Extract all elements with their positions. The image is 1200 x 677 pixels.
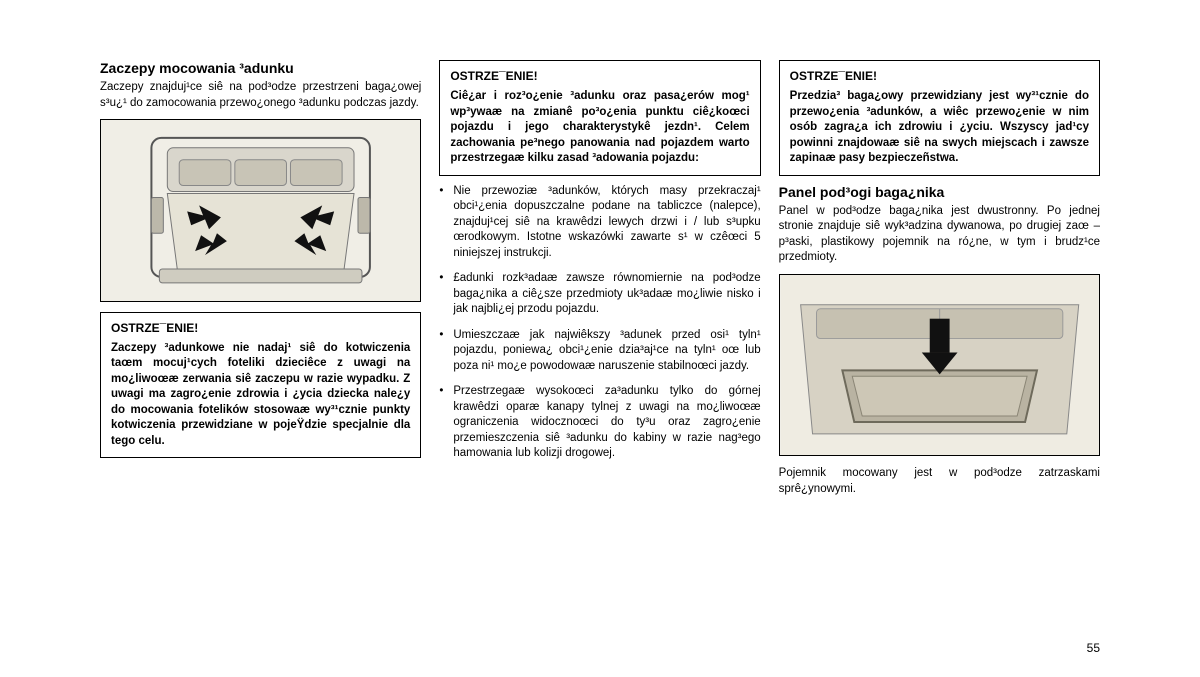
heading-zaczepy: Zaczepy mocowania ³adunku [100,60,421,76]
warning-box-3: OSTRZE¯ENIE! Przedzia³ baga¿owy przewidz… [779,60,1100,176]
bullet-2: £adunki rozk³adaæ zawsze równomiernie na… [439,271,760,318]
page-number: 55 [1087,641,1100,655]
warning-label-2: OSTRZE¯ENIE! [450,69,749,83]
bullet-1: Nie przewoziæ ³adunków, których masy prz… [439,184,760,262]
warning-text-1: Zaczepy ³adunkowe nie nadaj¹ siê do kotw… [111,341,410,450]
bullet-list: Nie przewoziæ ³adunków, których masy prz… [439,184,760,462]
heading-panel: Panel pod³ogi baga¿nika [779,184,1100,200]
column-middle: OSTRZE¯ENIE! Ciê¿ar i roz³o¿enie ³adunku… [439,60,760,647]
bullet-3: Umieszczaæ jak najwiêkszy ³adunek przed … [439,328,760,375]
warning-text-3: Przedzia³ baga¿owy przewidziany jest wy³… [790,89,1089,167]
intro-zaczepy: Zaczepy znajduj¹ce siê na pod³odze przes… [100,80,421,111]
bullet-4: Przestrzegaæ wysokoœci za³adunku tylko d… [439,384,760,462]
warning-text-2: Ciê¿ar i roz³o¿enie ³adunku oraz pasa¿er… [450,89,749,167]
warning-label-3: OSTRZE¯ENIE! [790,69,1089,83]
column-left: Zaczepy mocowania ³adunku Zaczepy znajdu… [100,60,421,647]
warning-box-1: OSTRZE¯ENIE! Zaczepy ³adunkowe nie nadaj… [100,312,421,459]
illustration-floor-tray [780,275,1099,456]
figure-cargo-tiedowns [100,119,421,302]
caption-panel: Pojemnik mocowany jest w pod³odze zatrza… [779,466,1100,497]
warning-box-2: OSTRZE¯ENIE! Ciê¿ar i roz³o¿enie ³adunku… [439,60,760,176]
figure-floor-panel [779,274,1100,457]
illustration-suv-rear-arrows [101,120,420,301]
intro-panel: Panel w pod³odze baga¿nika jest dwustron… [779,204,1100,266]
warning-label-1: OSTRZE¯ENIE! [111,321,410,335]
column-right: OSTRZE¯ENIE! Przedzia³ baga¿owy przewidz… [779,60,1100,647]
